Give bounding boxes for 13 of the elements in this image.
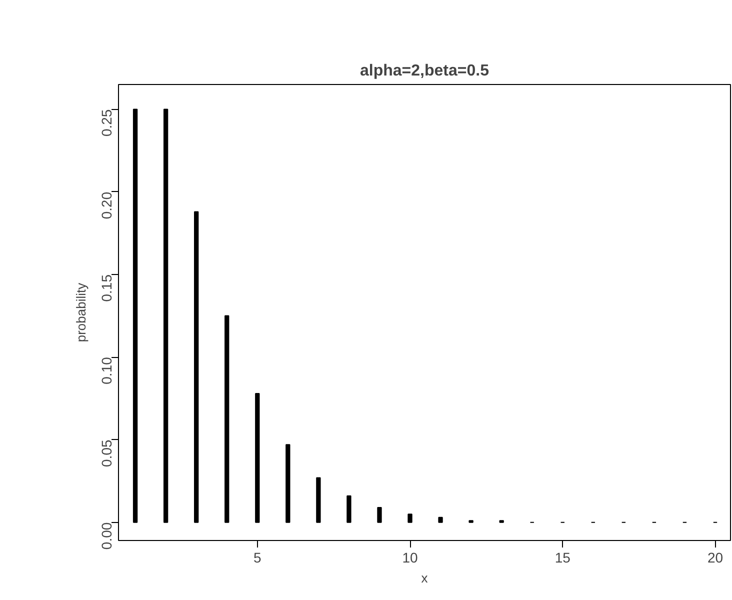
- chart-title: alpha=2,beta=0.5: [360, 62, 490, 80]
- y-tick-label: 0.00: [98, 522, 114, 550]
- x-tick-label: 20: [707, 550, 724, 566]
- y-tick-label: 0.20: [98, 192, 114, 220]
- y-axis-title: probability: [74, 282, 88, 342]
- y-tick-label: 0.25: [98, 109, 114, 137]
- y-tick-label: 0.05: [98, 440, 114, 467]
- x-tick-label: 15: [554, 550, 571, 566]
- y-tick-label: 0.10: [98, 356, 114, 384]
- x-tick-label: 10: [402, 550, 418, 566]
- x-tick-label: 5: [253, 550, 262, 566]
- x-axis-title: x: [421, 570, 428, 586]
- y-tick-label: 0.15: [98, 274, 114, 302]
